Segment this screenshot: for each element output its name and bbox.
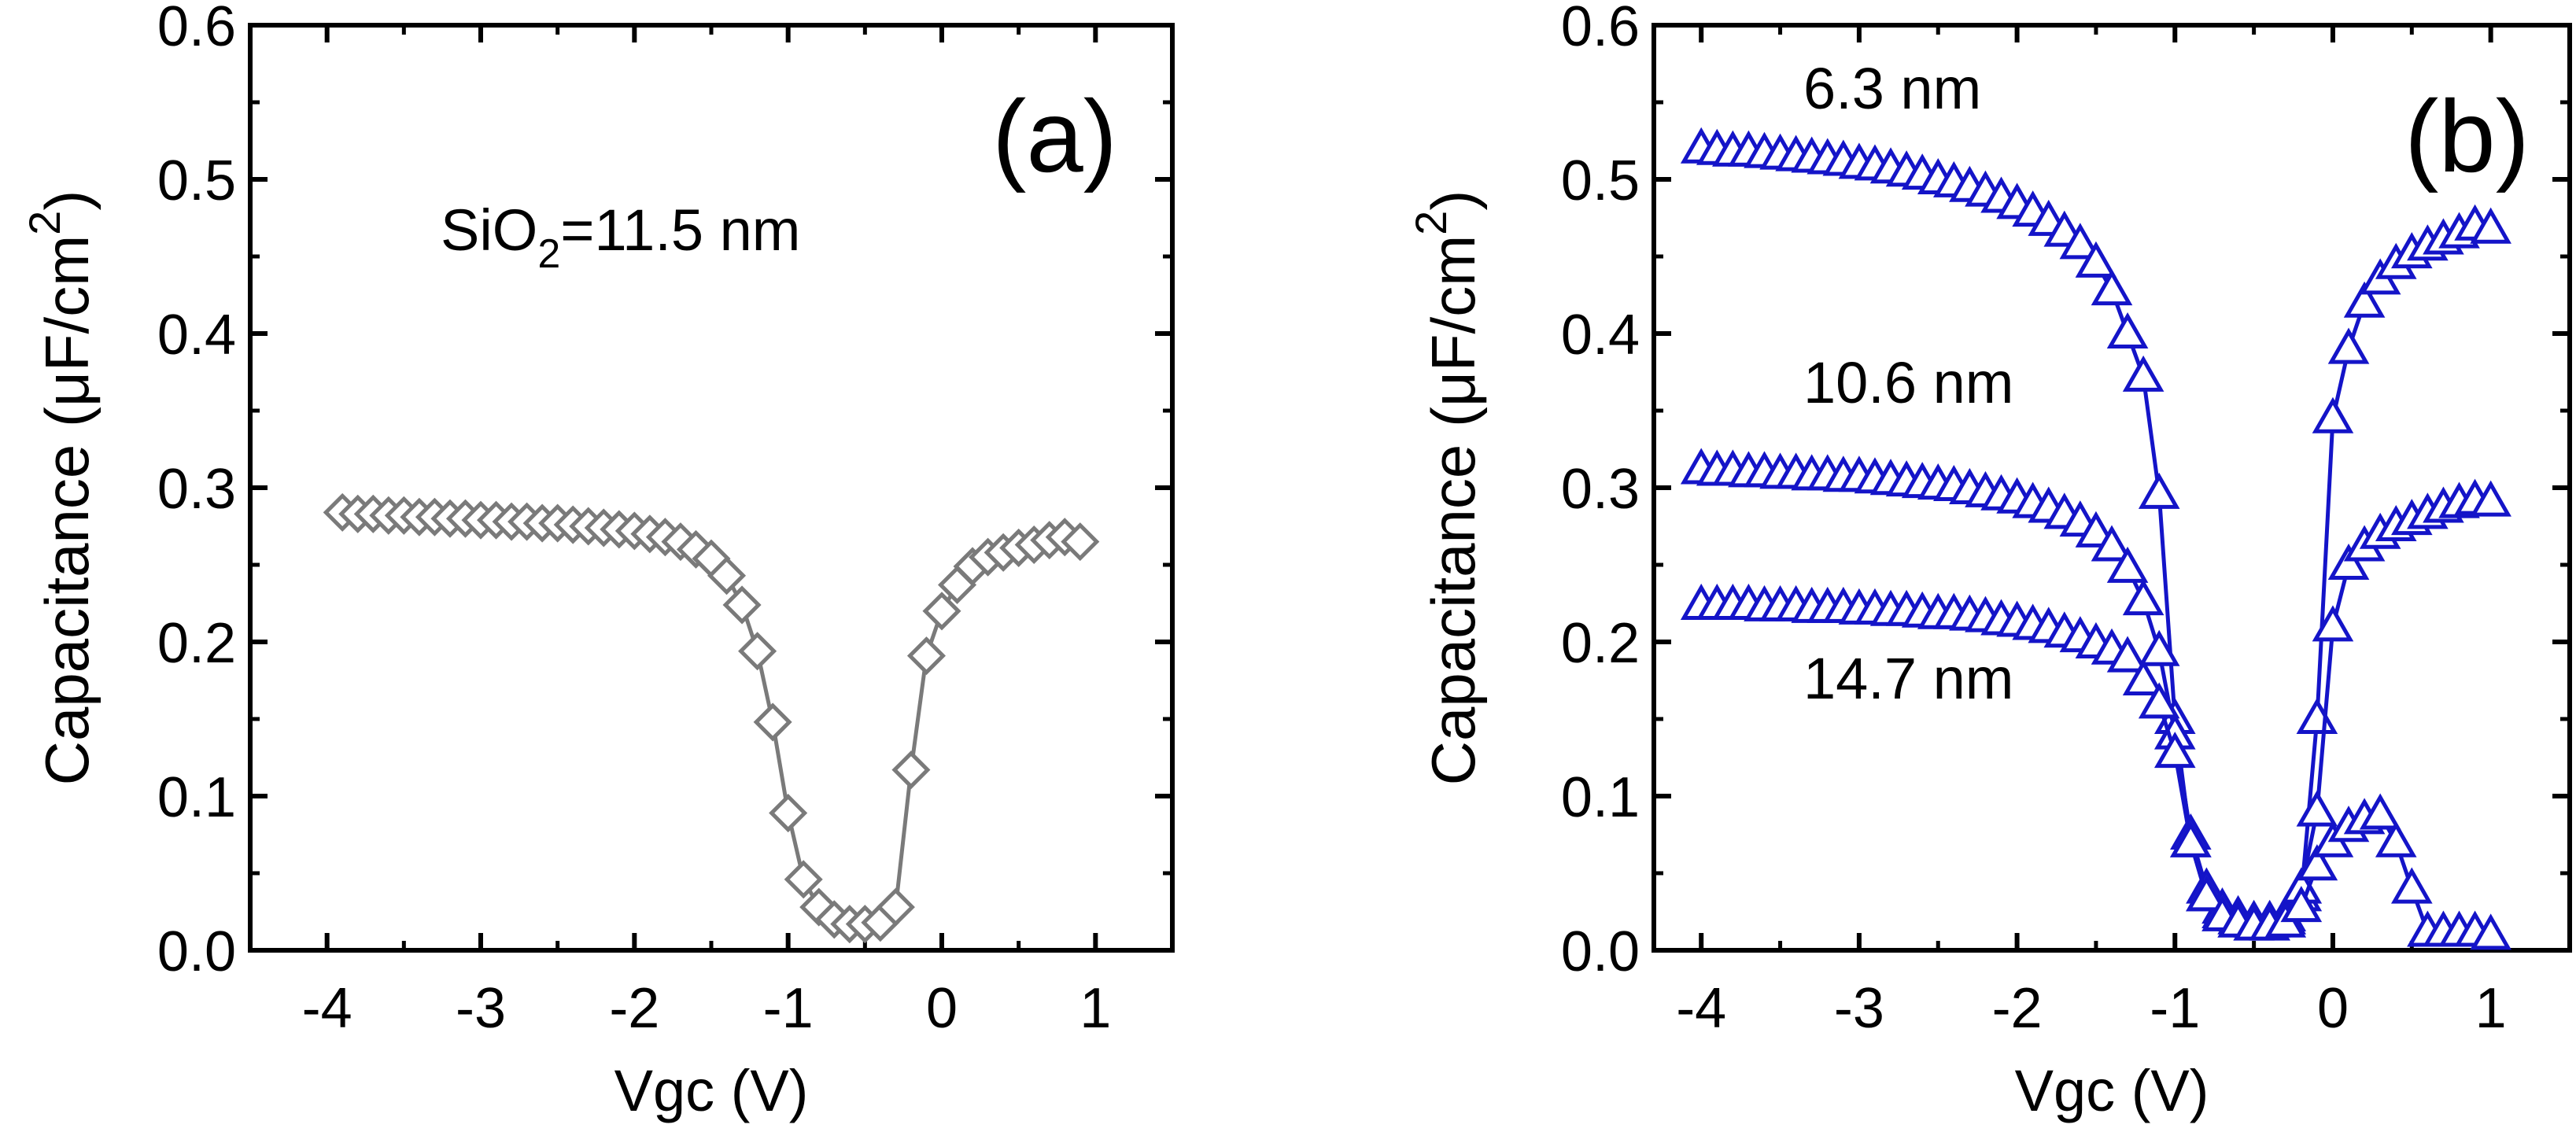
y-axis-label-a-sup: 2 — [20, 211, 69, 235]
y-tick-label-b-5: 0.5 — [1561, 149, 1640, 212]
x-axis-label-a: Vgc (V) — [614, 1058, 809, 1123]
y-axis-label-a-main: Capacitance (μF/cm — [32, 235, 101, 786]
x-tick-label-a-2: -2 — [609, 977, 659, 1040]
data-point-a-0-38 — [906, 636, 947, 676]
series-layer-a — [323, 492, 1100, 944]
data-point-a-0-26 — [722, 585, 762, 625]
y-tick-label-b-0: 0.0 — [1561, 920, 1640, 983]
panel-a: -4 -3 -2 -1 0 1 0.0 0.1 0.2 0.3 0.4 0.5 0.6 (a) SiO… — [20, 0, 1175, 1123]
y-tick-label-b-3: 0.3 — [1561, 458, 1640, 521]
data-point-a-0-27 — [738, 632, 777, 671]
x-tick-label-b-0: -4 — [1676, 977, 1726, 1040]
data-point-b-0-41 — [2327, 327, 2370, 364]
y-tick-label-a-6: 0.6 — [157, 0, 236, 58]
data-point-a-0-30 — [784, 860, 823, 899]
data-point-b-2-39 — [2296, 844, 2338, 881]
data-point-b-2-38 — [2280, 886, 2323, 923]
data-point-a-0-29 — [769, 794, 808, 833]
annotation-pre: SiO — [441, 197, 537, 263]
y-tick-label-b-2: 0.2 — [1561, 612, 1640, 675]
data-point-b-2-29 — [2138, 682, 2180, 719]
x-tick-label-a-4: 0 — [926, 977, 958, 1040]
data-point-b-1-41 — [2327, 543, 2370, 580]
y-ticks-b: 0.0 0.1 0.2 0.3 0.4 0.5 0.6 — [1561, 0, 2570, 983]
data-point-b-1-27 — [2106, 546, 2149, 583]
data-point-b-1-28 — [2122, 579, 2165, 616]
y-tick-label-a-2: 0.2 — [157, 612, 236, 675]
data-point-b-1-29 — [2138, 629, 2180, 666]
y-tick-label-b-4: 0.4 — [1561, 304, 1640, 367]
x-tick-label-a-5: 1 — [1079, 977, 1111, 1040]
data-point-b-0-25 — [2075, 241, 2117, 278]
annotation-sio2: SiO2=11.5 nm — [441, 197, 800, 277]
data-point-b-0-29 — [2138, 472, 2180, 509]
data-point-b-2-28 — [2122, 658, 2165, 695]
data-point-a-0-36 — [876, 887, 915, 927]
data-point-b-0-27 — [2106, 312, 2149, 348]
data-point-b-2-31 — [2170, 820, 2212, 857]
data-point-b-2-50 — [2470, 913, 2511, 950]
x-tick-label-b-4: 0 — [2317, 977, 2349, 1040]
data-point-b-1-26 — [2091, 525, 2133, 562]
data-point-b-0-39 — [2296, 697, 2338, 734]
x-tick-label-b-2: -2 — [1992, 977, 2043, 1040]
y-tick-label-a-4: 0.4 — [157, 304, 236, 367]
data-point-b-0-24 — [2059, 223, 2102, 260]
y-tick-label-b-6: 0.6 — [1561, 0, 1640, 58]
series-layer-b — [1680, 127, 2511, 950]
data-point-b-2-27 — [2106, 636, 2149, 673]
x-ticks-a: -4 -3 -2 -1 0 1 — [248, 25, 1175, 1040]
y-axis-label-b-main: Capacitance (μF/cm — [1419, 235, 1488, 786]
y-axis-label-b-close: ) — [1419, 190, 1488, 211]
x-axis-label-b: Vgc (V) — [2015, 1058, 2209, 1123]
y-axis-label-b: Capacitance (μF/cm2) — [1406, 190, 1488, 786]
data-point-b-0-50 — [2470, 207, 2511, 244]
data-point-b-0-42 — [2343, 281, 2386, 318]
series-label-14-7nm: 14.7 nm — [1803, 646, 2013, 711]
data-point-b-2-44 — [2375, 820, 2417, 857]
panel-label-b: (b) — [2404, 79, 2530, 194]
y-ticks-a: 0.0 0.1 0.2 0.3 0.4 0.5 0.6 — [157, 0, 1172, 983]
x-tick-label-a-1: -3 — [456, 977, 506, 1040]
data-point-b-2-30 — [2153, 732, 2196, 769]
data-point-b-1-40 — [2312, 605, 2354, 642]
y-tick-label-a-0: 0.0 — [157, 920, 236, 983]
panel-label-a: (a) — [992, 79, 1117, 194]
data-point-a-0-28 — [753, 702, 792, 742]
x-tick-label-b-3: -1 — [2150, 977, 2200, 1040]
data-point-b-2-45 — [2391, 867, 2433, 904]
series-label-6-3nm: 6.3 nm — [1803, 56, 1981, 121]
series-label-10-6nm: 10.6 nm — [1803, 350, 2013, 415]
data-point-b-2-32 — [2186, 875, 2227, 912]
data-point-a-0-37 — [891, 750, 931, 790]
y-axis-label-a-close: ) — [32, 190, 101, 211]
annotation-sub: 2 — [537, 231, 560, 277]
x-tick-label-a-0: -4 — [302, 977, 352, 1040]
x-tick-label-a-3: -1 — [763, 977, 814, 1040]
y-tick-label-a-1: 0.1 — [157, 766, 236, 829]
data-point-b-2-43 — [2359, 793, 2401, 830]
data-point-b-0-40 — [2312, 396, 2354, 433]
annotation-post: =11.5 nm — [560, 197, 800, 263]
y-tick-label-b-1: 0.1 — [1561, 766, 1640, 829]
data-point-b-1-39 — [2296, 790, 2338, 827]
data-point-a-0-48 — [1061, 522, 1100, 562]
x-tick-label-b-5: 1 — [2475, 977, 2507, 1040]
y-tick-label-a-3: 0.3 — [157, 458, 236, 521]
data-point-a-0-39 — [922, 592, 961, 631]
x-ticks-b: -4 -3 -2 -1 0 1 — [1676, 25, 2572, 1040]
y-tick-label-a-5: 0.5 — [157, 149, 236, 212]
panel-b: -4 -3 -2 -1 0 1 0.0 0.1 0.2 0.3 0.4 0.5 0.6 (b) 6.3… — [1406, 0, 2572, 1123]
data-point-b-0-26 — [2091, 269, 2133, 306]
x-tick-label-b-1: -3 — [1834, 977, 1884, 1040]
data-point-a-0-25 — [707, 556, 747, 595]
data-point-b-1-50 — [2470, 480, 2511, 517]
y-axis-label-a: Capacitance (μF/cm2) — [20, 190, 101, 786]
y-axis-label-b-sup: 2 — [1406, 211, 1456, 235]
data-point-b-0-28 — [2122, 355, 2165, 392]
